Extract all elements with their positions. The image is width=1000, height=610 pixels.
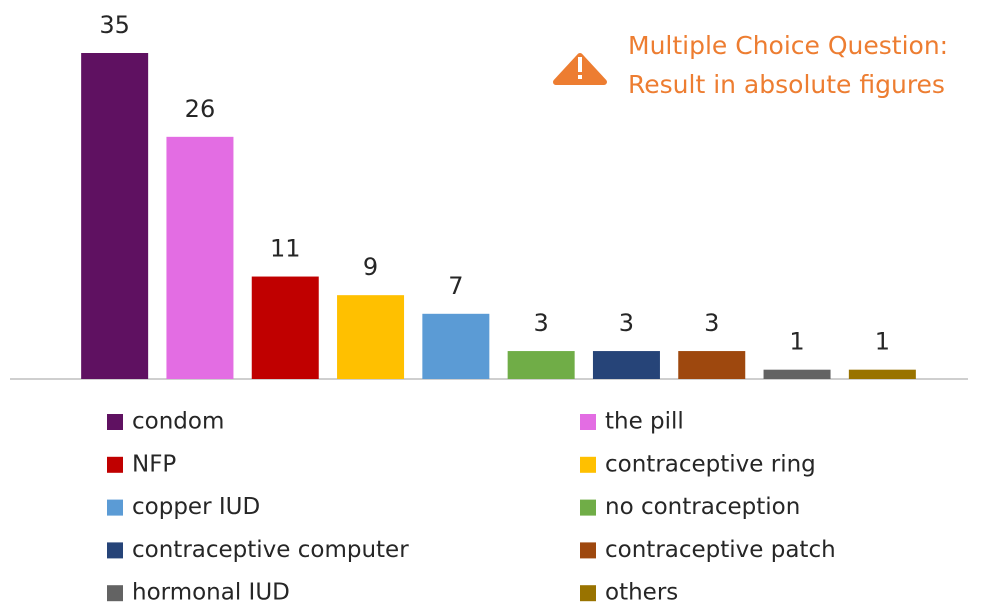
legend-swatch — [580, 542, 596, 559]
bar — [81, 53, 149, 379]
data-label: 7 — [448, 272, 463, 300]
legend-label: the pill — [605, 409, 684, 435]
data-label: 1 — [875, 328, 890, 356]
legend-label: NFP — [132, 451, 176, 477]
bar — [592, 351, 660, 379]
bar — [166, 136, 234, 379]
legend-swatch — [107, 585, 123, 602]
legend-label: no contraception — [605, 494, 800, 520]
legend-swatch — [107, 414, 123, 430]
bar — [422, 313, 490, 379]
annotation: Result in absolute figures — [628, 70, 945, 99]
data-label: 9 — [363, 253, 378, 281]
legend-swatch — [580, 585, 596, 602]
data-label: 11 — [270, 235, 301, 263]
legend-swatch — [580, 414, 596, 430]
legend-label: hormonal IUD — [132, 580, 290, 606]
warning-icon — [553, 53, 607, 85]
bar — [763, 369, 831, 379]
bar — [337, 295, 405, 379]
legend-label: others — [605, 580, 678, 606]
legend-swatch — [107, 456, 123, 473]
legend-swatch — [107, 499, 123, 516]
bar — [507, 351, 575, 379]
legend-label: copper IUD — [132, 494, 260, 520]
data-label: 1 — [789, 328, 804, 356]
data-label: 26 — [185, 95, 216, 123]
bar — [251, 276, 319, 379]
legend-label: condom — [132, 409, 224, 435]
data-label: 3 — [704, 309, 719, 337]
legend-label: contraceptive patch — [605, 537, 836, 563]
data-label: 35 — [99, 11, 130, 39]
bar — [678, 351, 746, 379]
data-label: 3 — [619, 309, 634, 337]
legend-swatch — [580, 456, 596, 473]
annotation: Multiple Choice Question: — [628, 31, 948, 60]
legend-swatch — [107, 542, 123, 559]
data-label: 3 — [534, 309, 549, 337]
legend-swatch — [580, 499, 596, 516]
legend-label: contraceptive ring — [605, 451, 816, 477]
bar — [848, 369, 916, 379]
legend-label: contraceptive computer — [132, 537, 409, 563]
